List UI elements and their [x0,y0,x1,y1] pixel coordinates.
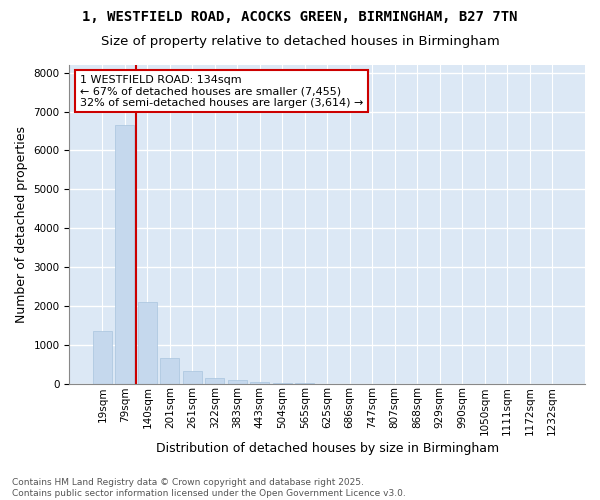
Bar [183,371,202,384]
Y-axis label: Number of detached properties: Number of detached properties [15,126,28,323]
Bar [272,383,292,384]
Bar [250,382,269,384]
Text: Size of property relative to detached houses in Birmingham: Size of property relative to detached ho… [101,35,499,48]
Bar [138,302,157,384]
Text: 1, WESTFIELD ROAD, ACOCKS GREEN, BIRMINGHAM, B27 7TN: 1, WESTFIELD ROAD, ACOCKS GREEN, BIRMING… [82,10,518,24]
Text: 1 WESTFIELD ROAD: 134sqm
← 67% of detached houses are smaller (7,455)
32% of sem: 1 WESTFIELD ROAD: 134sqm ← 67% of detach… [80,74,363,108]
Bar [205,378,224,384]
Bar [160,358,179,384]
Bar [115,125,134,384]
Bar [93,331,112,384]
Bar [228,380,247,384]
X-axis label: Distribution of detached houses by size in Birmingham: Distribution of detached houses by size … [155,442,499,455]
Text: Contains HM Land Registry data © Crown copyright and database right 2025.
Contai: Contains HM Land Registry data © Crown c… [12,478,406,498]
